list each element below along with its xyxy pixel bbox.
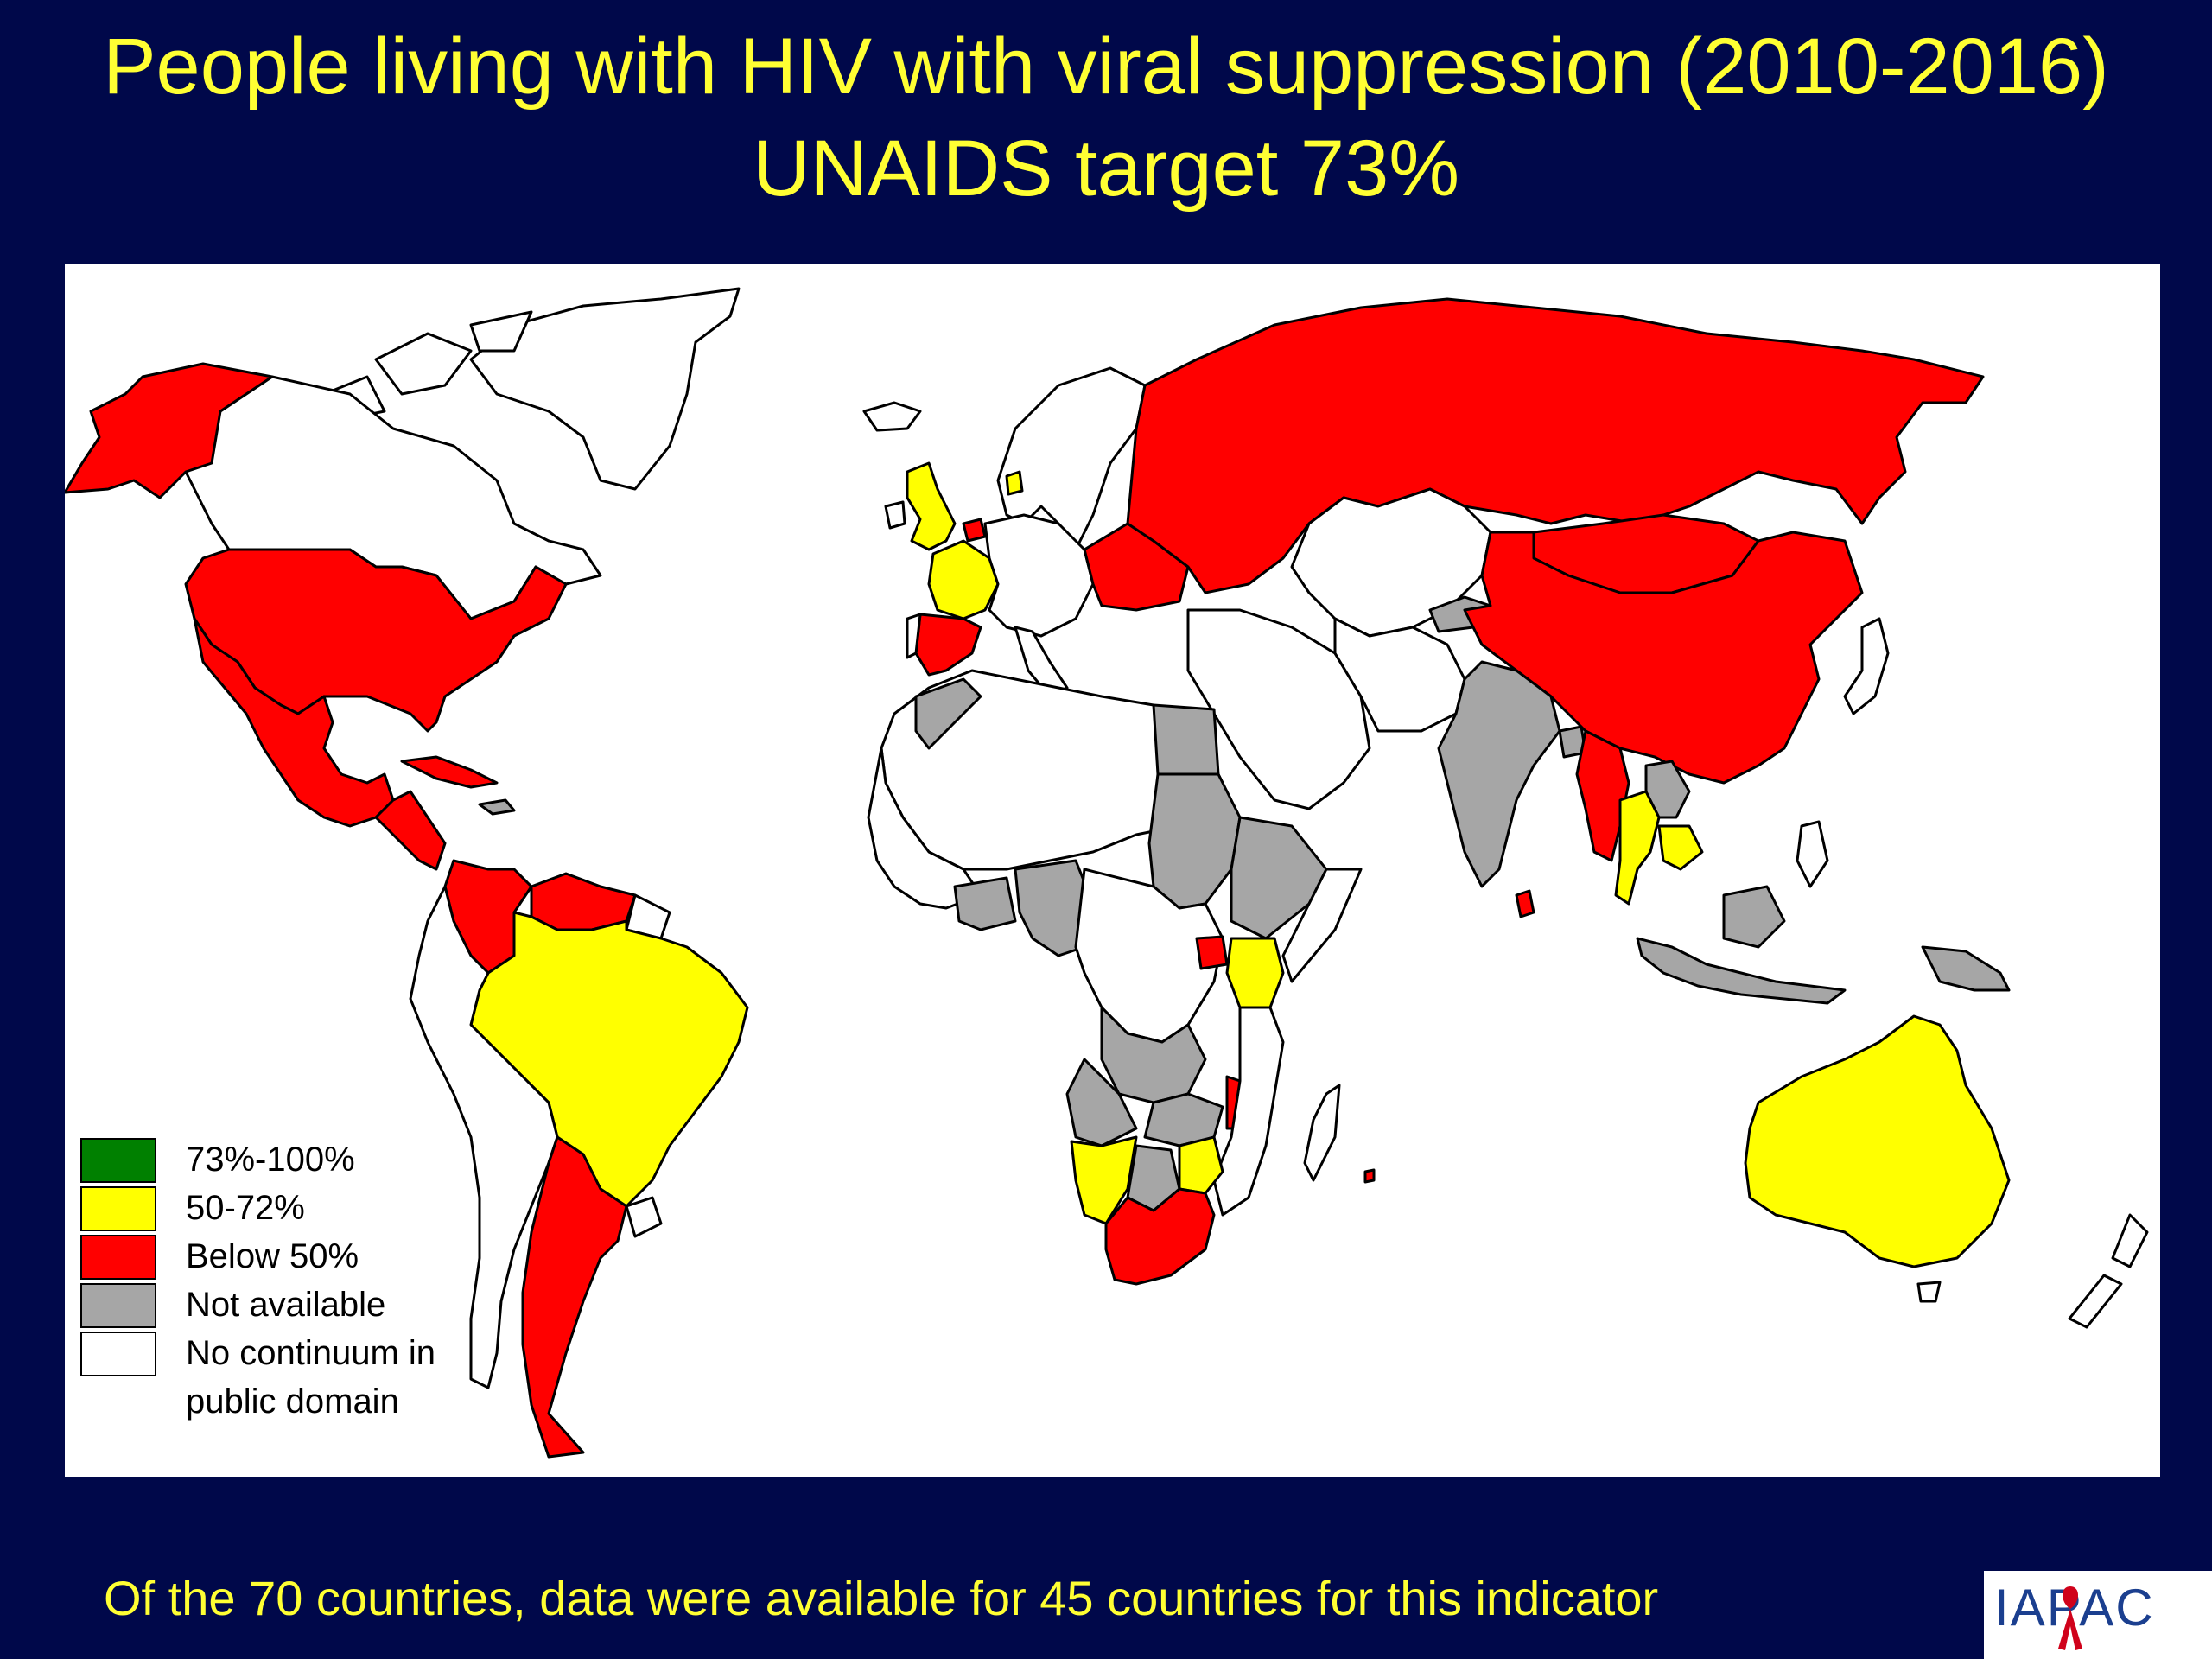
legend-label: 50-72%: [186, 1189, 305, 1227]
region-morocco: [914, 677, 982, 750]
region-myanmar: [1575, 729, 1630, 862]
region-central-asia: [1290, 487, 1492, 638]
region-papua-new-guinea: [1921, 945, 2011, 992]
legend-swatch-white: [80, 1332, 156, 1376]
region-cambodia: [1657, 824, 1704, 871]
region-tasmania: [1916, 1281, 1942, 1303]
slide-title: People living with HIV with viral suppre…: [0, 16, 2212, 219]
legend-item: Not available: [80, 1281, 547, 1329]
region-sri-lanka: [1515, 889, 1535, 918]
legend-item: 50-72%: [80, 1184, 547, 1232]
region-australia: [1744, 1014, 2011, 1268]
region-iceland: [862, 401, 922, 432]
world-map: [65, 287, 2149, 1459]
region-south-africa: [1104, 1187, 1216, 1286]
legend-label: Below 50%: [186, 1237, 359, 1275]
iapac-logo: IAPAC: [1984, 1571, 2212, 1659]
legend-label: Not available: [186, 1286, 386, 1324]
region-portugal: [906, 613, 922, 659]
legend-swatch-green: [80, 1138, 156, 1183]
region-new-zealand: [2068, 1213, 2149, 1329]
region-thailand: [1614, 790, 1661, 906]
region-east-africa-south: [1212, 1006, 1285, 1217]
region-venezuela-guyana: [530, 872, 637, 931]
region-dr-congo: [1100, 1006, 1207, 1104]
legend-label: No continuum in public domain: [186, 1334, 436, 1421]
region-china: [1463, 531, 1864, 785]
legend-item: Below 50%: [80, 1232, 547, 1281]
region-jamaica: [478, 798, 516, 816]
region-nigeria-cameroon: [1014, 859, 1095, 957]
region-mexico: [193, 617, 395, 828]
region-ireland: [884, 500, 906, 530]
legend-swatch-gray: [80, 1283, 156, 1328]
title-line-2: UNAIDS target 73%: [752, 124, 1460, 213]
region-uruguay: [625, 1196, 663, 1238]
world-map-panel: 73%-100% 50-72% Below 50% Not available …: [65, 264, 2160, 1477]
region-spain: [914, 613, 982, 677]
map-legend: 73%-100% 50-72% Below 50% Not available …: [80, 1135, 547, 1426]
region-alaska: [65, 362, 274, 499]
region-argentina: [521, 1135, 628, 1459]
region-japan: [1843, 617, 1890, 715]
region-central-europe: [983, 513, 1095, 638]
region-laos: [1644, 760, 1691, 819]
region-ethiopia: [1230, 816, 1328, 940]
region-russia: [1126, 297, 1985, 594]
title-line-1: People living with HIV with viral suppre…: [103, 22, 2109, 111]
region-indonesia: [1636, 885, 1847, 1005]
region-india: [1437, 660, 1561, 888]
region-madagascar: [1303, 1084, 1341, 1182]
region-denmark: [1005, 470, 1024, 496]
legend-swatch-red: [80, 1235, 156, 1280]
red-ribbon-icon: [2058, 1586, 2082, 1650]
region-egypt: [1152, 703, 1220, 776]
legend-item: No continuum in public domain: [80, 1329, 547, 1426]
region-zimbabwe: [1178, 1135, 1224, 1195]
region-somalia: [1281, 868, 1363, 983]
legend-label: 73%-100%: [186, 1141, 355, 1179]
legend-swatch-yellow: [80, 1186, 156, 1231]
region-netherlands: [962, 518, 987, 543]
region-central-america: [374, 790, 447, 871]
region-philippines: [1796, 820, 1829, 888]
region-ivory-coast-ghana: [953, 876, 1017, 931]
region-kenya: [1225, 937, 1285, 1009]
region-sudan: [1147, 772, 1242, 910]
region-cuba: [400, 755, 499, 789]
region-italy: [1014, 626, 1069, 698]
region-uganda: [1195, 935, 1229, 970]
region-mauritius: [1363, 1168, 1376, 1184]
legend-item: 73%-100%: [80, 1135, 547, 1184]
region-united-kingdom: [906, 461, 957, 551]
region-france: [927, 539, 1000, 620]
region-namibia: [1070, 1135, 1138, 1225]
region-andes: [409, 885, 559, 1389]
slide-footer-note: Of the 70 countries, data were available…: [104, 1571, 1659, 1625]
